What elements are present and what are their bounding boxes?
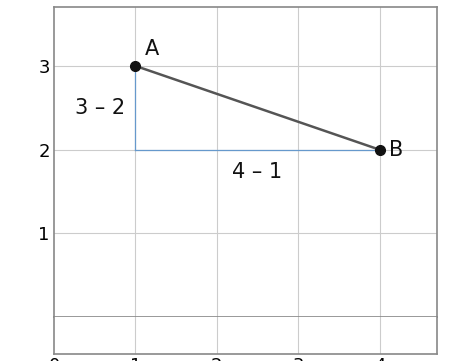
Text: A: A <box>145 39 159 59</box>
Text: 4 – 1: 4 – 1 <box>232 162 283 182</box>
Text: 3 – 2: 3 – 2 <box>76 98 126 118</box>
Text: B: B <box>389 140 404 160</box>
